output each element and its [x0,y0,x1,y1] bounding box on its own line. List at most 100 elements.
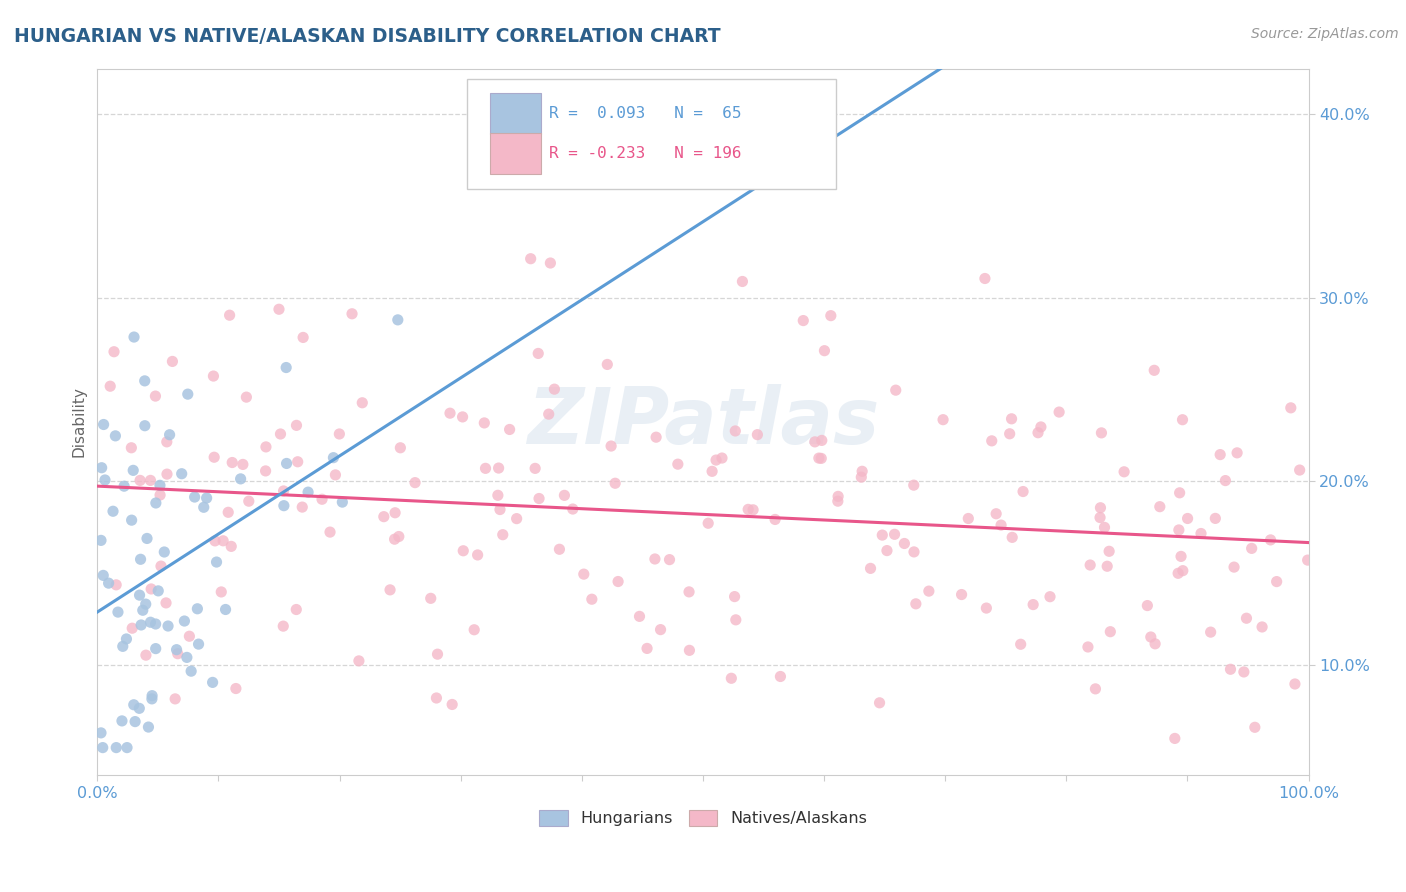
Point [451,409,474,424]
Point [492,527,515,541]
Point [148,583,170,598]
Point [149,488,172,502]
Point [441,698,464,712]
Point [373,509,395,524]
Point [103,344,125,359]
Point [1189,526,1212,541]
Point [1047,405,1070,419]
Point [710,450,733,465]
Point [1279,401,1302,415]
Point [645,430,668,444]
Point [519,252,541,266]
Point [820,309,842,323]
Point [658,552,681,566]
Point [276,360,298,375]
Point [235,390,257,404]
Point [537,407,560,421]
Point [122,463,145,477]
Point [141,689,163,703]
Point [187,637,209,651]
Point [166,647,188,661]
Point [153,545,176,559]
Point [384,506,406,520]
Point [165,691,187,706]
Point [129,552,152,566]
Point [229,472,252,486]
Point [219,540,242,554]
Point [636,641,658,656]
Point [352,396,374,410]
Text: R =  0.093   N =  65: R = 0.093 N = 65 [550,105,741,120]
Point [1029,420,1052,434]
Point [607,574,630,589]
FancyBboxPatch shape [467,79,837,188]
Point [1209,448,1232,462]
Point [122,330,145,344]
Point [807,451,830,466]
Legend: Hungarians, Natives/Alaskans: Hungarians, Natives/Alaskans [531,802,875,834]
Point [254,464,277,478]
Point [724,424,747,438]
Point [297,485,319,500]
Point [141,691,163,706]
Point [97,576,120,591]
Point [91,568,114,582]
Point [180,664,202,678]
Point [998,426,1021,441]
Point [340,307,363,321]
Text: HUNGARIAN VS NATIVE/ALASKAN DISABILITY CORRELATION CHART: HUNGARIAN VS NATIVE/ALASKAN DISABILITY C… [14,27,721,45]
Point [104,429,127,443]
Point [384,532,406,546]
Point [204,533,226,548]
Point [1170,549,1192,564]
Point [876,543,898,558]
Point [810,434,832,448]
Point [700,464,723,478]
Point [135,648,157,662]
Point [202,450,225,465]
Point [932,412,955,426]
Point [156,467,179,482]
Point [650,623,672,637]
Text: R = -0.233   N = 196: R = -0.233 N = 196 [550,145,741,161]
Point [145,389,167,403]
Point [1240,541,1263,556]
Point [378,582,401,597]
Point [1039,590,1062,604]
Point [179,629,201,643]
Point [990,518,1012,533]
Point [950,588,973,602]
Point [325,467,347,482]
Point [1164,731,1187,746]
Point [90,533,112,548]
Point [1139,630,1161,644]
Point [105,578,128,592]
Point [893,536,915,550]
Point [319,525,342,540]
Point [105,740,128,755]
Point [872,528,894,542]
Point [129,618,152,632]
Point [94,473,117,487]
Point [202,369,225,384]
Point [128,701,150,715]
Point [1288,463,1310,477]
Point [107,605,129,619]
Point [134,418,156,433]
Point [93,417,115,432]
Point [273,483,295,498]
Point [121,513,143,527]
Point [145,617,167,632]
Point [347,654,370,668]
Point [139,615,162,630]
Point [254,440,277,454]
Point [883,527,905,541]
Point [387,313,409,327]
Point [330,495,353,509]
Point [1219,662,1241,676]
Point [904,597,927,611]
Point [505,511,527,525]
Point [553,488,575,502]
Point [271,619,294,633]
Point [1168,485,1191,500]
